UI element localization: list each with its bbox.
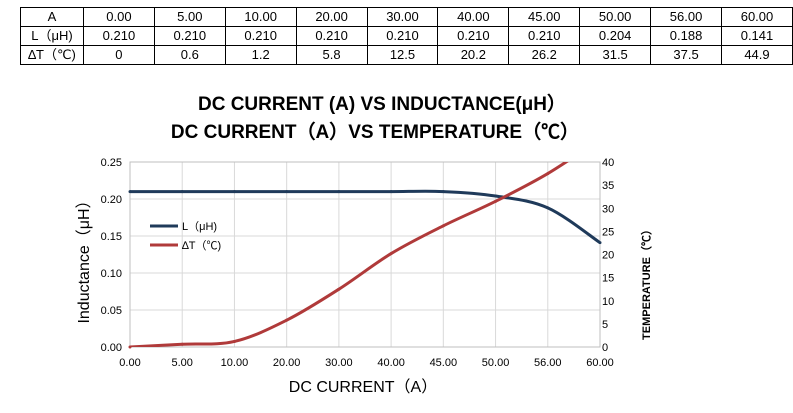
y2-tick-label: 10 <box>602 296 614 308</box>
x-tick-label: 0.00 <box>119 357 140 369</box>
data-point <box>232 190 236 194</box>
x-tick-label: 50.00 <box>482 357 510 369</box>
y-tick-label: 0.05 <box>101 305 122 317</box>
table-cell: 40.00 <box>437 7 510 27</box>
table-cell: 20.2 <box>437 45 510 65</box>
legend-label: L（μH) <box>182 220 217 233</box>
legend-label: ∆T（℃) <box>182 239 221 252</box>
table-cell: 0.210 <box>437 26 510 46</box>
data-point <box>546 172 550 176</box>
x-tick-label: 56.00 <box>534 357 562 369</box>
x-tick-label: 5.00 <box>172 357 193 369</box>
y-tick-label: 0.25 <box>101 157 122 169</box>
data-point <box>389 252 393 256</box>
data-point <box>285 190 289 194</box>
data-point <box>337 287 341 291</box>
y2-tick-label: 35 <box>602 180 614 192</box>
table-row-label: L（μH) <box>20 26 84 46</box>
y2-tick-label: 5 <box>602 319 608 331</box>
table-cell: 37.5 <box>650 45 722 65</box>
y2-tick-label: 30 <box>602 203 614 215</box>
x-axis-title: DC CURRENT（A） <box>289 378 437 396</box>
x-tick-label: 60.00 <box>586 357 614 369</box>
y2-tick-label: 25 <box>602 226 614 238</box>
table-cell: 44.9 <box>720 45 793 65</box>
y2-axis-title: TEMPERATURE（℃） <box>640 224 653 340</box>
data-point <box>546 206 550 210</box>
data-point <box>180 190 184 194</box>
data-point <box>389 190 393 194</box>
data-point <box>285 318 289 322</box>
table-cell: 26.2 <box>508 45 581 65</box>
chart-title-line2: DC CURRENT（A）VS TEMPERATURE（℃） <box>171 120 579 143</box>
data-point <box>598 241 602 245</box>
data-point <box>232 339 236 343</box>
data-point <box>494 194 498 198</box>
y2-tick-label: 20 <box>602 250 614 262</box>
table-cell: 0.210 <box>366 26 439 46</box>
x-tick-label: 20.00 <box>273 357 301 369</box>
y-tick-label: 0.15 <box>101 231 122 243</box>
data-point <box>337 190 341 194</box>
data-point <box>128 345 132 349</box>
table-cell: 1.2 <box>224 45 297 65</box>
data-point <box>494 199 498 203</box>
y-tick-label: 0.20 <box>101 194 122 206</box>
data-table: A 0.00 5.00 10.00 20.00 30.00 40.00 45.00 50.00 5… <box>20 7 793 65</box>
table-row-label: ∆T（℃) <box>20 45 84 65</box>
x-tick-label: 40.00 <box>377 357 405 369</box>
data-point <box>180 342 184 346</box>
y-axis-title: Inductance（μH） <box>75 192 93 323</box>
temperature-series-line <box>130 162 569 347</box>
table-cell: 12.5 <box>366 45 439 65</box>
data-point <box>128 190 132 194</box>
table-cell: 60.00 <box>720 7 793 27</box>
table-row: ∆T（℃) 0 0.6 1.2 5.8 12.5 20.2 26.2 31.5 37.5 44.9 <box>20 45 793 65</box>
x-tick-label: 45.00 <box>430 357 458 369</box>
y-tick-label: 0.10 <box>101 268 122 280</box>
plot-frame <box>129 161 601 348</box>
x-tick-label: 30.00 <box>325 357 353 369</box>
inductance-series-line <box>130 189 600 244</box>
x-tick-label: 10.00 <box>221 357 249 369</box>
table-cell: 56.00 <box>650 7 722 27</box>
chart-title-line1: DC CURRENT (A) VS INDUCTANCE(μH） <box>198 92 566 115</box>
table-cell: 50.00 <box>579 7 652 27</box>
data-point <box>441 190 445 194</box>
y2-tick-label: 40 <box>602 157 614 169</box>
y-tick-label: 0.00 <box>101 342 122 354</box>
table-cell: 0.210 <box>295 26 368 46</box>
table-cell: 0.6 <box>153 45 226 65</box>
y2-tick-label: 0 <box>602 342 608 354</box>
data-point <box>441 224 445 228</box>
y2-tick-label: 15 <box>602 273 614 285</box>
